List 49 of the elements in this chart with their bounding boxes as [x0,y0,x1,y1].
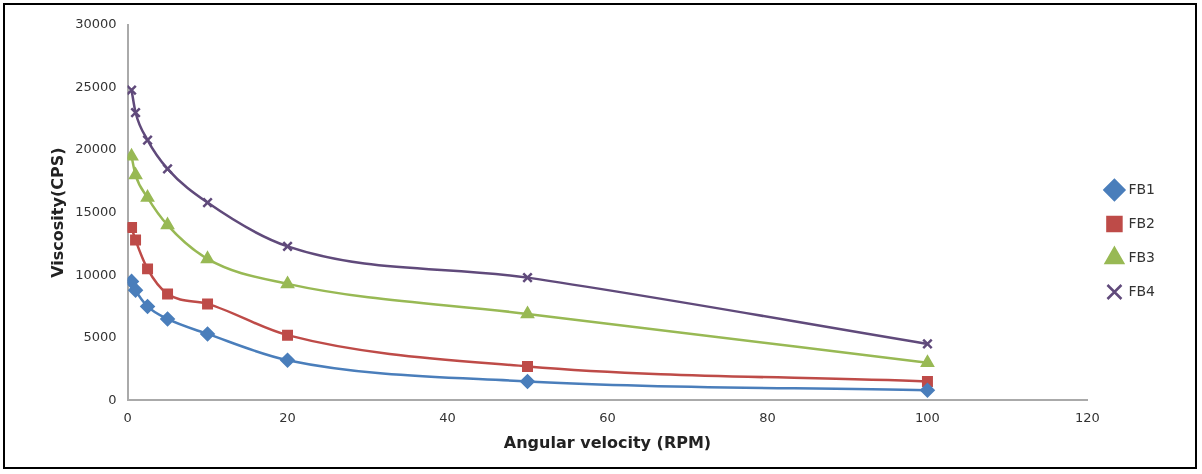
point [130,234,142,246]
y-tick-label: 30000 [75,16,117,32]
x-tick-label: 20 [279,410,296,426]
legend-label: FB4 [1128,282,1156,299]
point [127,84,138,96]
point [130,107,142,119]
legend-label: FB2 [1128,214,1156,231]
y-tick-label: 5000 [83,329,117,345]
point [522,360,533,372]
point [142,134,154,146]
point [202,298,214,310]
point [282,329,294,341]
point [142,263,154,275]
point [162,163,174,175]
point [201,251,214,264]
legend-label: FB1 [1128,180,1156,197]
x-tick-label: 120 [1075,410,1100,426]
x-tick-label: 100 [915,410,940,426]
point [127,222,138,234]
x-axis-title: Angular velocity (RPM) [503,432,712,452]
y-tick-label: 20000 [75,141,117,157]
point [128,282,143,298]
y-tick-label: 10000 [75,266,117,282]
x-tick-label: 60 [599,410,616,426]
point [921,355,934,367]
y-tick-label: 25000 [75,78,117,94]
point [282,240,294,252]
x-tick-label: 40 [439,410,456,426]
x-tick-label: 0 [123,410,132,426]
point [920,382,935,398]
point [280,352,295,368]
point [162,288,174,300]
legend-label: FB3 [1128,248,1156,265]
point [141,190,154,202]
y-tick-label: 0 [108,391,117,407]
point [281,276,294,289]
point [202,197,214,209]
point [521,306,534,319]
point [520,374,535,389]
point [522,272,533,284]
point [200,326,215,342]
point [161,217,174,230]
point [140,299,155,314]
y-axis-title: Viscosity(CPS) [47,147,67,278]
point [921,338,933,350]
y-tick-label: 15000 [75,203,117,219]
x-tick-label: 80 [759,410,776,426]
point [160,311,175,327]
point [129,167,142,180]
